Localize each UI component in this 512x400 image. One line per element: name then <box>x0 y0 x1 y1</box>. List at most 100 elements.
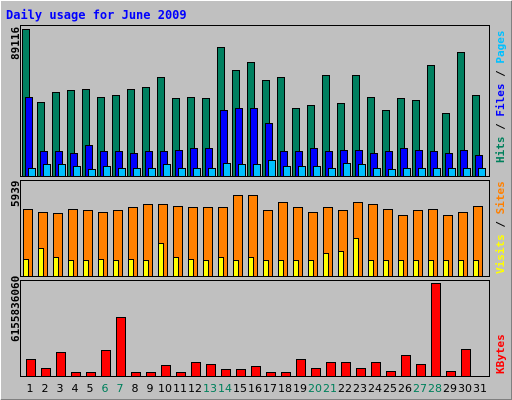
bar-visits-day-12 <box>188 259 194 277</box>
hits-legend: Hits / Files / Pages <box>494 31 507 164</box>
bar-visits-day-6 <box>98 259 104 277</box>
bar-kbytes-day-5 <box>86 372 96 377</box>
bar-visits-day-14 <box>218 257 224 277</box>
bar-kbytes-day-15 <box>236 369 246 377</box>
bar-kbytes-day-28 <box>431 283 441 377</box>
hits-files-pages-panel: 89116 Hits / Files / Pages <box>9 25 507 177</box>
bar-pages-day-26 <box>403 168 411 177</box>
legend-separator: / <box>494 64 507 84</box>
day-tick-14: 14 <box>218 382 232 395</box>
bar-visits-day-3 <box>53 257 59 277</box>
bar-visits-day-28 <box>428 260 434 277</box>
day-tick-17: 17 <box>263 382 277 395</box>
bar-kbytes-day-7 <box>116 317 126 377</box>
day-tick-11: 11 <box>173 382 187 395</box>
bar-kbytes-day-4 <box>71 372 81 377</box>
bar-kbytes-day-9 <box>146 372 156 377</box>
bar-kbytes-day-24 <box>371 362 381 377</box>
bar-visits-day-5 <box>83 260 89 277</box>
bar-kbytes-day-1 <box>26 359 36 377</box>
day-tick-23: 23 <box>353 382 367 395</box>
bar-pages-day-11 <box>178 168 186 177</box>
sites-axis-max-label: 5939 <box>9 181 22 208</box>
bar-visits-day-4 <box>68 260 74 277</box>
bar-pages-day-2 <box>43 164 51 177</box>
sites-bars-group <box>23 195 483 277</box>
bar-pages-day-27 <box>418 168 426 177</box>
bar-pages-day-23 <box>358 164 366 177</box>
bar-kbytes-day-22 <box>341 362 351 377</box>
legend-separator: / <box>494 214 507 234</box>
bar-kbytes-day-12 <box>191 362 201 377</box>
kbytes-panel-frame <box>20 280 490 377</box>
day-tick-5: 5 <box>87 382 94 395</box>
bar-pages-day-5 <box>88 169 96 177</box>
bar-kbytes-day-14 <box>221 369 231 377</box>
bar-visits-day-2 <box>38 248 44 277</box>
bar-pages-day-17 <box>268 160 276 177</box>
day-tick-20: 20 <box>308 382 322 395</box>
bar-kbytes-day-27 <box>416 364 426 377</box>
bar-visits-day-1 <box>23 259 29 277</box>
legend-text-panel-2: KBytes <box>494 334 507 374</box>
bar-visits-day-11 <box>173 257 179 277</box>
day-tick-2: 2 <box>42 382 49 395</box>
hits-axis-max-label: 89116 <box>9 27 22 60</box>
day-tick-29: 29 <box>443 382 457 395</box>
legend-entry-files: Files <box>494 84 507 117</box>
day-tick-3: 3 <box>57 382 64 395</box>
bar-pages-day-24 <box>373 168 381 177</box>
day-tick-8: 8 <box>132 382 139 395</box>
day-tick-6: 6 <box>102 382 109 395</box>
bar-visits-day-7 <box>113 260 119 277</box>
bar-visits-day-20 <box>308 260 314 277</box>
bar-pages-day-30 <box>463 168 471 177</box>
bar-visits-day-23 <box>353 238 359 277</box>
legend-entry-hits: Hits <box>494 137 507 164</box>
bar-visits-day-31 <box>473 260 479 277</box>
bar-pages-day-12 <box>193 168 201 177</box>
day-tick-16: 16 <box>248 382 262 395</box>
bar-kbytes-day-21 <box>326 362 336 377</box>
bar-visits-day-21 <box>323 253 329 277</box>
day-tick-26: 26 <box>398 382 412 395</box>
bar-kbytes-day-18 <box>281 372 291 377</box>
day-tick-24: 24 <box>368 382 382 395</box>
bar-files-day-1 <box>25 97 33 177</box>
bar-kbytes-day-29 <box>446 371 456 377</box>
legend-entry-pages: Pages <box>494 31 507 64</box>
bar-pages-day-28 <box>433 168 441 177</box>
bar-kbytes-day-26 <box>401 355 411 377</box>
bar-visits-day-25 <box>383 260 389 277</box>
bar-visits-day-15 <box>233 260 239 277</box>
bar-kbytes-day-11 <box>176 372 186 377</box>
bar-kbytes-day-30 <box>461 349 471 377</box>
day-tick-28: 28 <box>428 382 442 395</box>
day-tick-15: 15 <box>233 382 247 395</box>
bar-pages-day-13 <box>208 168 216 177</box>
day-tick-19: 19 <box>293 382 307 395</box>
bar-pages-day-22 <box>343 163 351 177</box>
sites-legend: Visits / Sites <box>494 181 507 274</box>
bar-kbytes-day-13 <box>206 364 216 377</box>
legend-text-panel-1: Visits / Sites <box>494 181 507 274</box>
bar-kbytes-day-19 <box>296 359 306 377</box>
bar-visits-day-24 <box>368 260 374 277</box>
day-tick-31: 31 <box>473 382 487 395</box>
bar-pages-day-21 <box>328 168 336 177</box>
bar-visits-day-30 <box>458 260 464 277</box>
bar-visits-day-13 <box>203 260 209 277</box>
kbytes-panel: 6155836060 KBytes <box>9 276 507 377</box>
day-tick-9: 9 <box>147 382 154 395</box>
bar-kbytes-day-25 <box>386 371 396 377</box>
bar-kbytes-day-10 <box>161 365 171 377</box>
bar-pages-day-4 <box>73 166 81 177</box>
bar-pages-day-6 <box>103 166 111 177</box>
day-tick-labels: 1 2 3 4 5 6 7 8 9 10 11 12 13 14 15 16 17 18 19 20 21 22 23 24 2… <box>27 382 488 395</box>
bar-pages-day-19 <box>298 166 306 177</box>
day-tick-25: 25 <box>383 382 397 395</box>
bar-kbytes-day-16 <box>251 366 261 377</box>
bar-pages-day-10 <box>163 164 171 177</box>
